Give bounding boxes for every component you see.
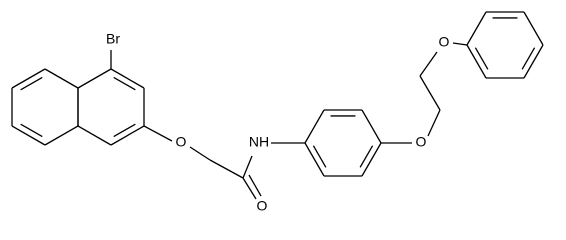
bond (20, 76, 43, 91)
bond (466, 44, 487, 79)
bond (110, 68, 145, 89)
bond (452, 42, 468, 46)
bond (77, 125, 112, 146)
bond (523, 11, 544, 46)
bond (113, 123, 136, 138)
atom-label: O (416, 134, 427, 150)
bond (11, 68, 46, 89)
bond (44, 125, 79, 146)
bond (359, 145, 374, 168)
bond (113, 76, 136, 91)
structure-diagram: Br O NH O O O (11, 11, 544, 214)
bond (143, 125, 173, 142)
bond (248, 174, 262, 197)
bond (427, 109, 441, 137)
atom-label: Br (106, 31, 120, 47)
bond (11, 125, 46, 146)
bond (419, 51, 438, 77)
bond (44, 68, 79, 89)
atom-label: O (257, 198, 268, 214)
bond (361, 142, 382, 177)
bond (209, 159, 244, 179)
atom-label: O (176, 134, 187, 150)
bond (242, 155, 253, 179)
bond (466, 11, 487, 46)
bond (242, 177, 257, 200)
atom-label: NH (249, 134, 269, 150)
bond (189, 146, 211, 161)
bond (523, 44, 544, 79)
bond (304, 109, 325, 144)
bond (110, 125, 145, 146)
bond (419, 75, 441, 111)
bond (312, 145, 327, 168)
bond (304, 142, 325, 177)
bond (361, 109, 382, 144)
bond (521, 47, 536, 70)
bond (474, 47, 489, 70)
bond (20, 123, 43, 138)
atom-label: O (439, 34, 450, 50)
bond (77, 68, 112, 89)
